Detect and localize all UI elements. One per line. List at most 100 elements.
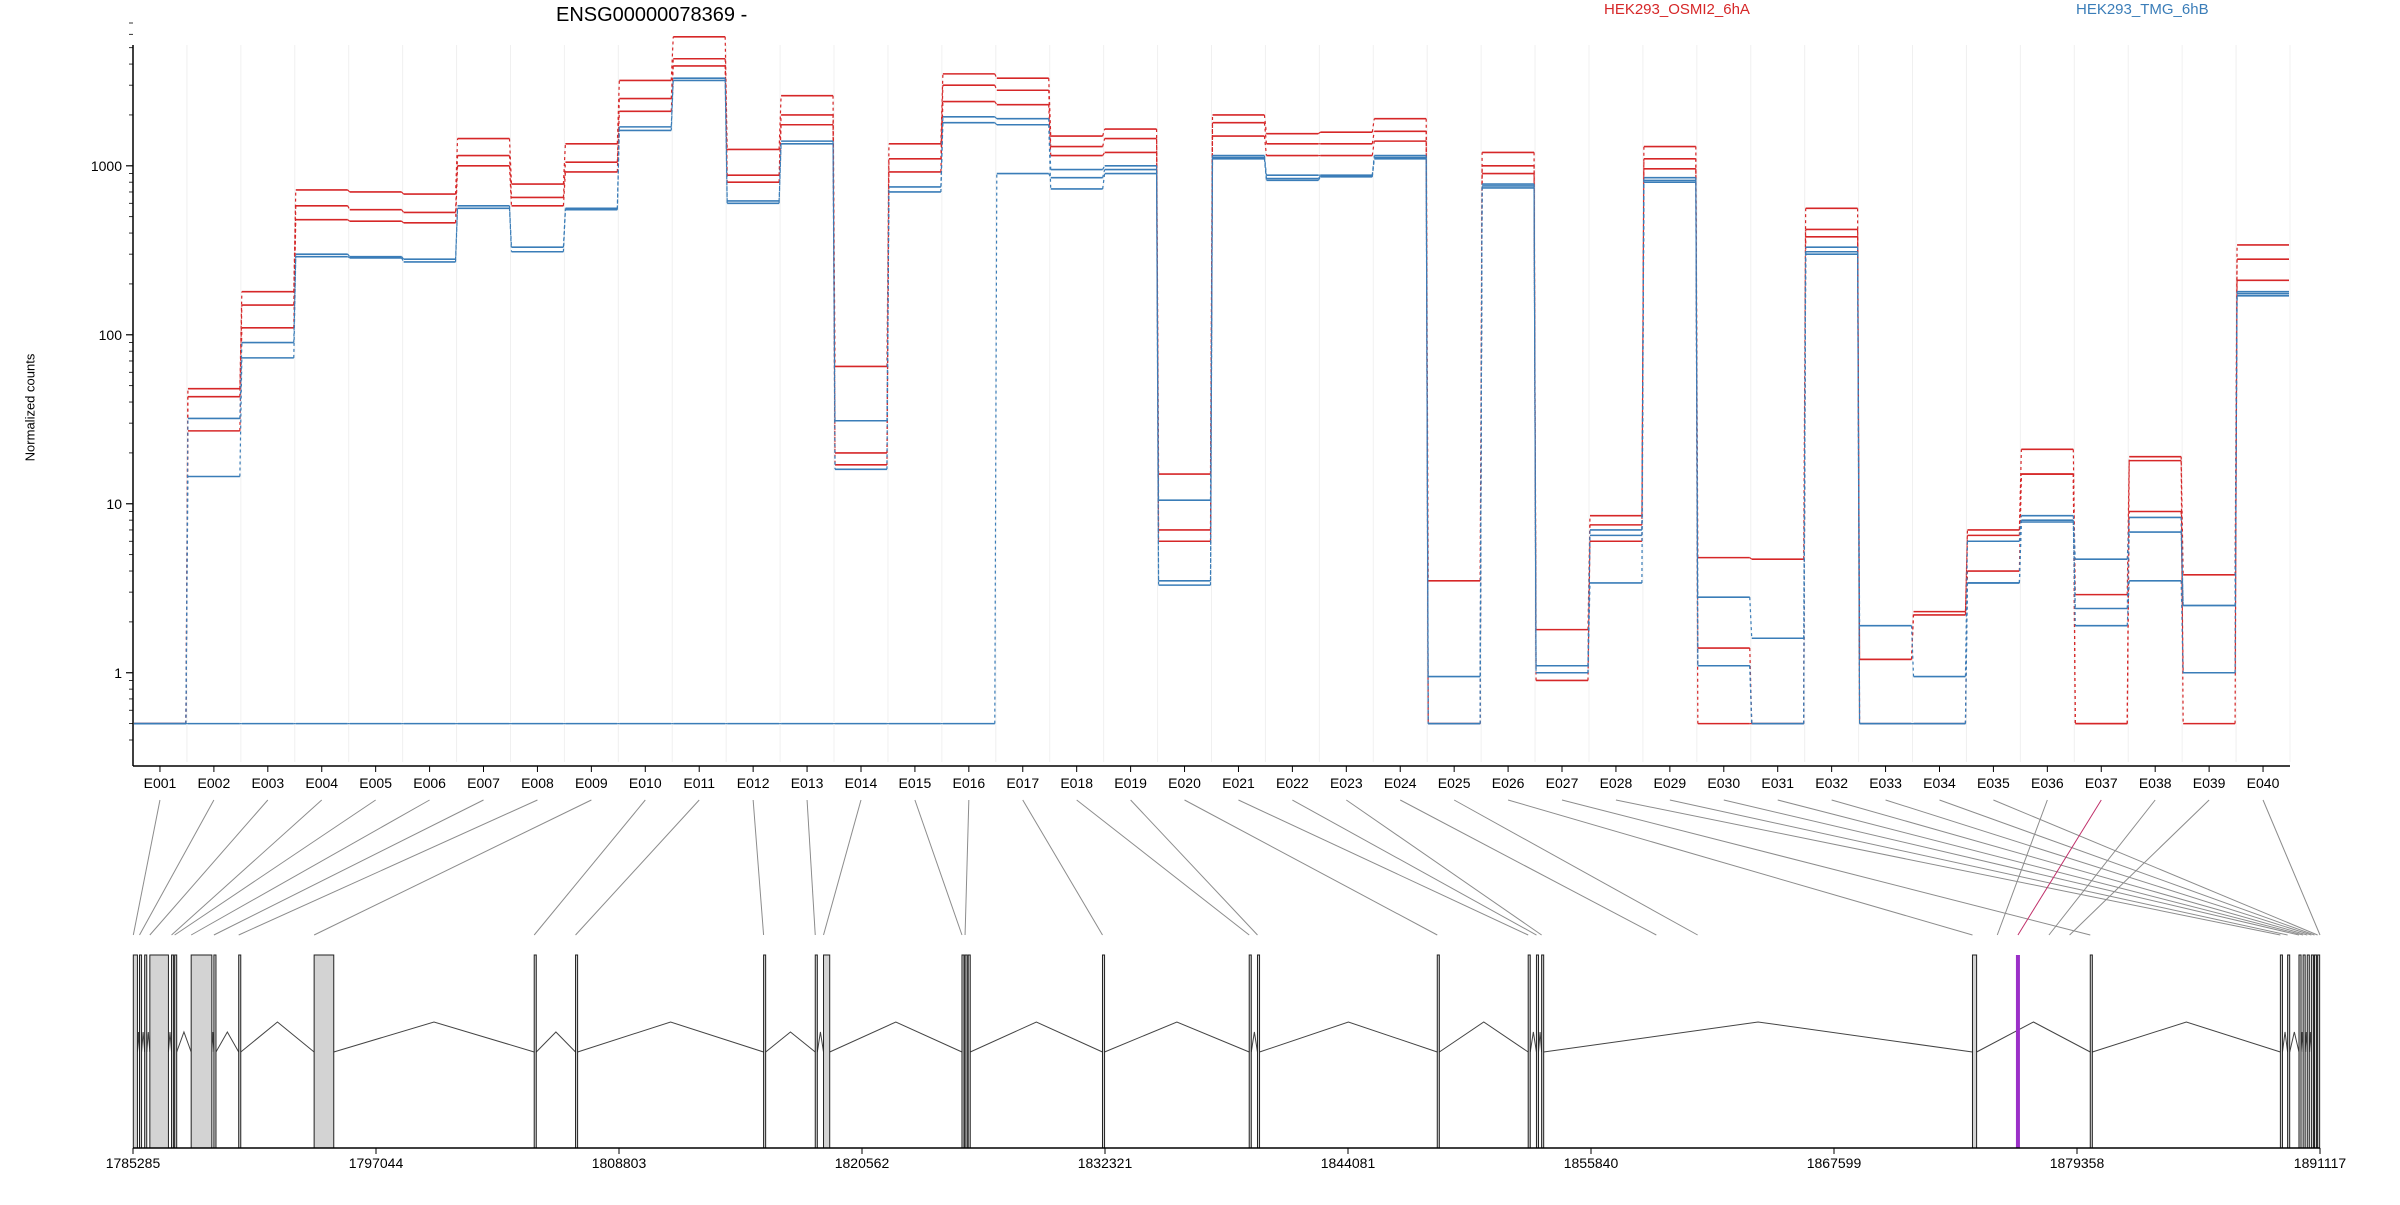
exon-mapping-line — [1777, 799, 2304, 936]
gene-exon — [132, 954, 138, 1149]
connector — [401, 256, 405, 260]
intron-line — [2092, 1021, 2281, 1053]
x-tick-label: E003 — [251, 775, 284, 791]
connector — [1425, 157, 1429, 724]
genomic-tick-label: 1797044 — [349, 1155, 404, 1171]
x-tick-label: E006 — [413, 775, 446, 791]
gene-exon — [149, 954, 169, 1149]
exon-mapping-line — [1885, 799, 2312, 936]
connector — [1910, 625, 1915, 677]
intron-line — [2289, 1031, 2300, 1053]
exon-mapping-line — [2017, 799, 2102, 936]
connector — [832, 143, 836, 470]
connector — [724, 80, 728, 204]
x-tick-label: E024 — [1384, 775, 1417, 791]
connector — [778, 143, 782, 204]
gene-exon — [1527, 954, 1531, 1149]
gene-exon — [174, 954, 178, 1149]
exon-mapping-line — [171, 799, 323, 936]
connector — [886, 186, 890, 421]
x-tick-label: E039 — [2193, 775, 2226, 791]
exon-mapping-line — [964, 799, 970, 936]
intron-line — [816, 1031, 825, 1053]
genomic-tick-label: 1832321 — [1078, 1155, 1133, 1171]
x-tick-label: E037 — [2085, 775, 2118, 791]
connector — [347, 256, 351, 259]
exon-mapping-line — [2262, 799, 2321, 936]
exon-mapping-line — [752, 799, 765, 936]
connector — [616, 111, 620, 172]
gene-exon — [313, 954, 335, 1149]
connector — [185, 476, 189, 724]
gene-exon — [575, 954, 579, 1149]
gene-exon — [2313, 954, 2318, 1149]
exon-mapping-line — [213, 799, 484, 936]
intron-line — [1259, 1021, 1438, 1053]
connector — [401, 257, 405, 263]
connector — [670, 36, 674, 81]
connector — [994, 122, 998, 126]
connector — [347, 205, 351, 210]
exon-mapping-line — [2048, 799, 2156, 936]
genomic-tick-label: 1891117 — [2294, 1155, 2347, 1171]
connector — [616, 130, 620, 210]
exon-mapping-line — [132, 799, 161, 936]
connector — [1371, 118, 1375, 133]
exon-mapping-line — [1507, 799, 1973, 936]
connector — [2072, 521, 2076, 626]
exon-mapping-line — [533, 799, 646, 936]
gene-exon — [2279, 954, 2283, 1149]
exon-mapping-line — [1939, 799, 2315, 936]
intron-line — [765, 1031, 816, 1053]
intron-line — [176, 1030, 192, 1053]
exon-mapping-line — [575, 799, 700, 936]
exon-mapping-line — [1615, 799, 2281, 936]
genomic-tick-label: 1820562 — [835, 1155, 890, 1171]
gene-exon — [139, 954, 143, 1149]
x-tick-label: E010 — [629, 775, 662, 791]
connector — [347, 189, 351, 193]
gene-exon — [1256, 954, 1261, 1149]
x-tick-label: E017 — [1006, 775, 1039, 791]
connector — [1155, 169, 1160, 581]
connector — [1749, 597, 1753, 639]
x-tick-label: E002 — [198, 775, 231, 791]
gene-exon — [2306, 954, 2310, 1149]
exon-mapping-line — [139, 799, 215, 936]
connector — [293, 256, 297, 358]
connector — [1695, 177, 1699, 598]
x-tick-label: E030 — [1707, 775, 1740, 791]
exon-mapping-line — [238, 799, 538, 936]
x-tick-label: E025 — [1438, 775, 1471, 791]
connector — [1048, 104, 1052, 156]
connector — [1803, 247, 1807, 639]
exon-mapping-line — [1993, 799, 2318, 936]
y-tick-label: 1 — [114, 665, 122, 681]
connector — [2126, 456, 2130, 595]
x-tick-label: E019 — [1114, 775, 1147, 791]
intron-line — [1250, 1031, 1258, 1053]
connector — [994, 84, 998, 91]
connector — [994, 173, 998, 724]
x-tick-label: E031 — [1761, 775, 1794, 791]
connector — [1102, 152, 1106, 156]
chart-title: ENSG00000078369 - — [556, 4, 748, 26]
intron-line — [1538, 1031, 1543, 1053]
exon-mapping-line — [1022, 799, 1103, 936]
genomic-tick-label: 1785285 — [106, 1155, 161, 1171]
gene-exon — [2302, 954, 2306, 1149]
exon-mapping-line — [1723, 799, 2300, 936]
connector — [401, 220, 404, 224]
connector — [1102, 169, 1106, 178]
gene-exon — [238, 954, 242, 1149]
x-tick-label: E007 — [467, 775, 500, 791]
intron-line — [1529, 1031, 1537, 1053]
x-tick-label: E004 — [305, 775, 338, 791]
exon-mapping-line — [313, 799, 592, 936]
connector — [1102, 173, 1106, 189]
gene-exon — [2089, 954, 2093, 1149]
connector — [1317, 175, 1321, 179]
gene-exon — [1248, 954, 1252, 1149]
intron-line — [1439, 1021, 1529, 1053]
connector — [994, 116, 998, 120]
